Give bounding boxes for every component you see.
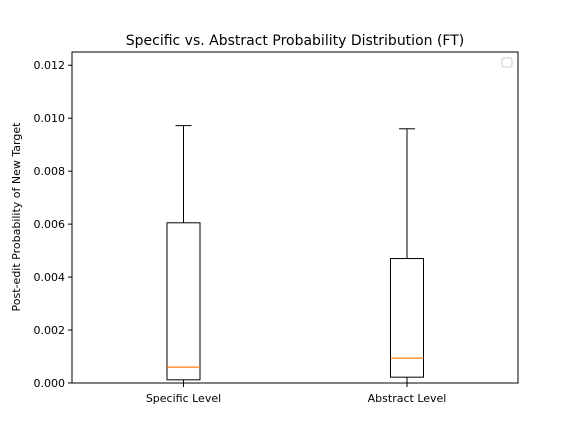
chart-title: Specific vs. Abstract Probability Distri… [126,33,465,49]
y-tick-label: 0.012 [34,59,66,72]
y-tick-label: 0.008 [34,165,66,178]
x-tick-label: Abstract Level [368,392,447,405]
y-tick-label: 0.006 [34,218,66,231]
box-iqr [390,258,424,378]
x-tick-label: Specific Level [146,392,221,405]
y-tick-label: 0.010 [34,112,66,125]
plot-area: 0.000 0.002 0.004 0.006 0.008 0.010 0.012 Speci… [34,59,447,405]
plot-frame [71,51,519,384]
y-tick-label: 0.004 [34,271,66,284]
y-tick-label: 0.000 [34,377,66,390]
y-tick-label: 0.002 [34,324,66,337]
legend-box [501,57,513,68]
y-axis-label: Post-edit Probability of New Target [10,122,23,312]
box-iqr [166,222,201,381]
